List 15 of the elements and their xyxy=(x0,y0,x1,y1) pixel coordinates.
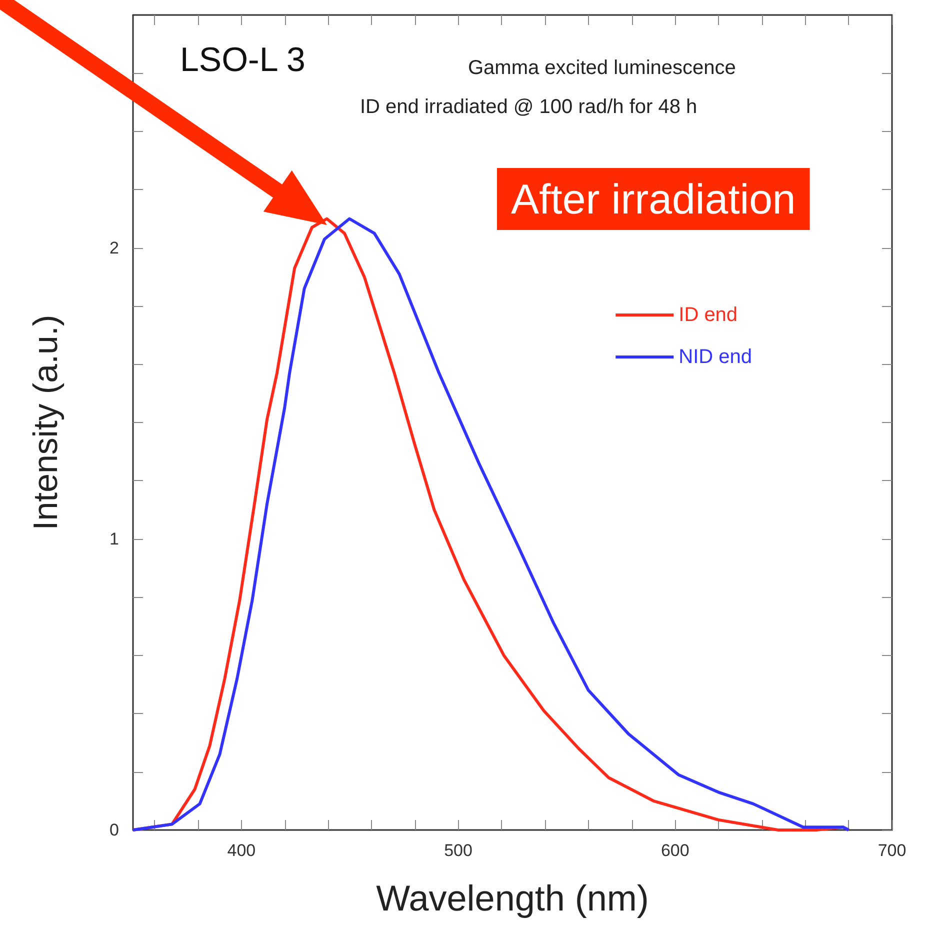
x-tick-label: 500 xyxy=(444,841,472,860)
x-axis-title: Wavelength (nm) xyxy=(376,878,649,918)
x-tick-label: 700 xyxy=(878,841,906,860)
annotation: ID end irradiated @ 100 rad/h for 48 h xyxy=(360,96,698,118)
x-tick-label: 400 xyxy=(227,841,256,860)
y-axis-title: Intensity (a.u.) xyxy=(27,314,65,530)
annotation: Gamma excited luminescence xyxy=(468,57,736,79)
legend-label: ID end xyxy=(678,304,738,326)
y-tick-label: 0 xyxy=(110,820,119,840)
text: LSO-L 3 xyxy=(180,41,306,79)
y-tick-label: 2 xyxy=(110,238,119,258)
x-tick-label: 600 xyxy=(660,841,690,860)
annotation: After irradiation xyxy=(511,176,796,222)
y-tick-label: 1 xyxy=(110,529,119,548)
legend-label: NID end xyxy=(678,346,752,368)
